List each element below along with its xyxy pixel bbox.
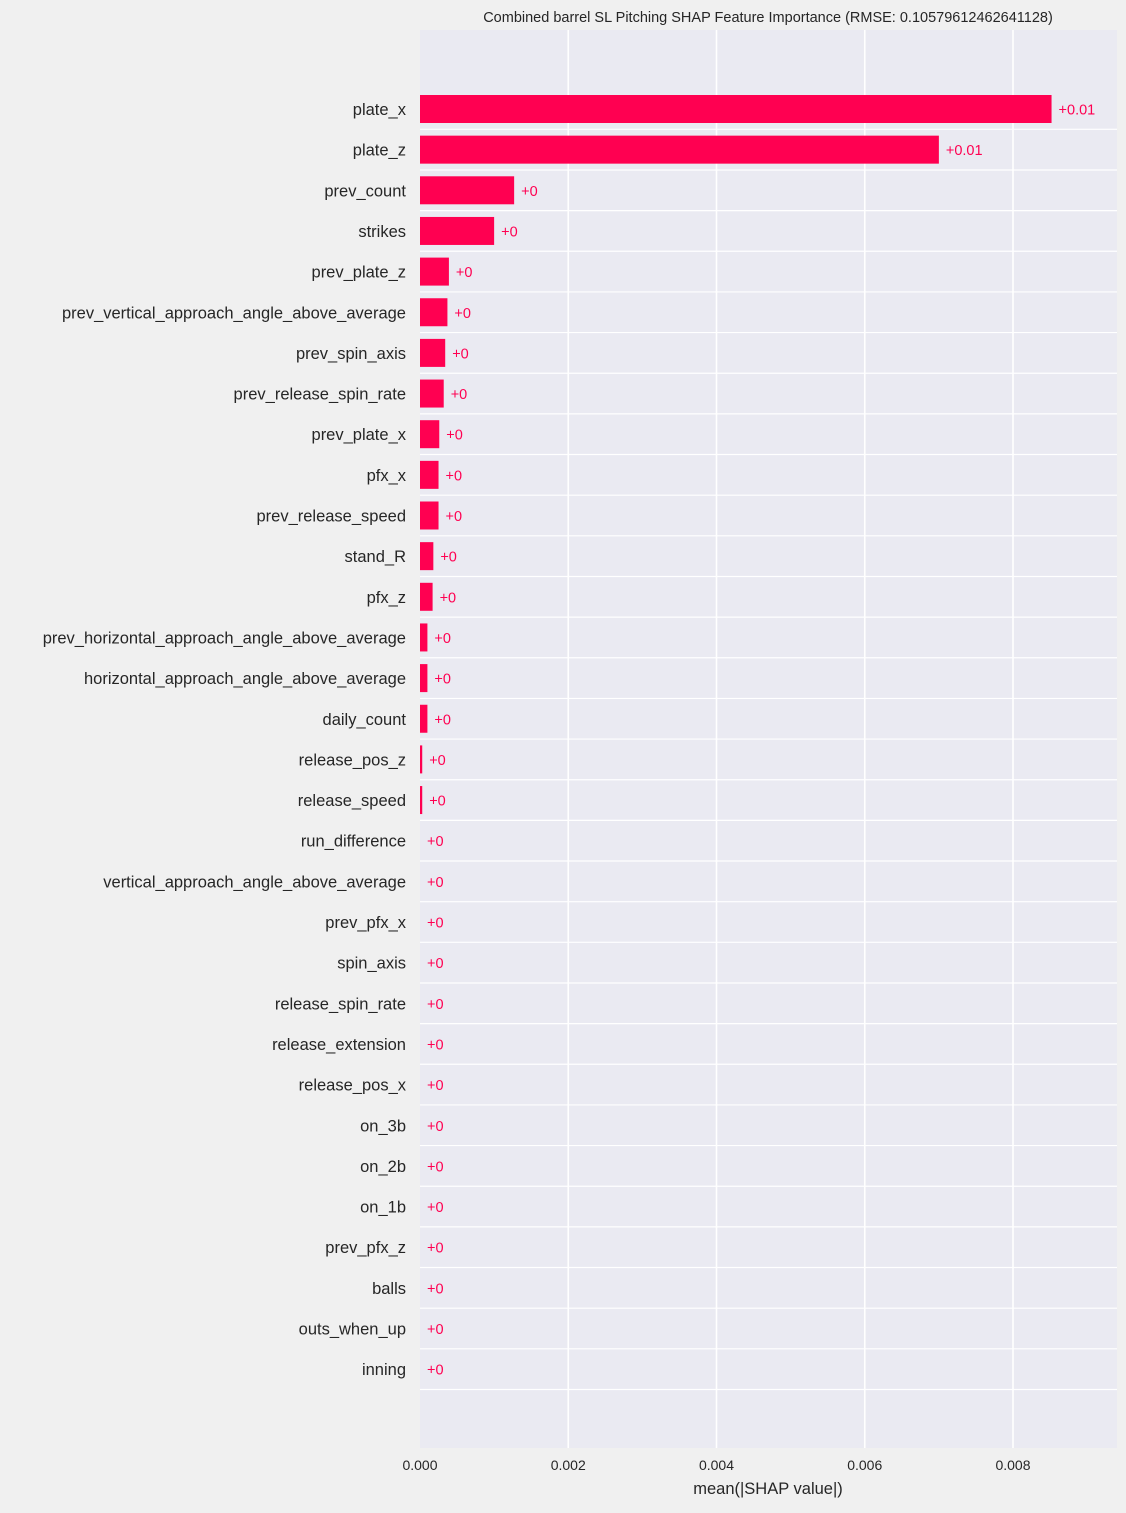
bar-prev_plate_z (420, 257, 449, 286)
value-label: +0 (427, 956, 444, 972)
bar-stand_R (420, 542, 434, 571)
value-label: +0 (429, 753, 446, 769)
value-label: +0 (434, 631, 451, 647)
y-tick-label: run_difference (301, 833, 406, 851)
y-tick-label: release_pos_x (299, 1077, 407, 1095)
label-layer: plate_x +0.01 plate_z +0.01 prev_count +0 stri… (43, 101, 1096, 1379)
value-label: +0 (456, 265, 473, 281)
x-tick-label: 0.006 (847, 1457, 882, 1473)
value-label: +0 (427, 1363, 444, 1379)
bar-prev_count (420, 176, 515, 205)
y-tick-label: release_pos_z (299, 751, 406, 769)
value-label: +0 (446, 509, 463, 525)
value-label: +0.01 (946, 143, 983, 159)
y-tick-label: stand_R (345, 548, 407, 566)
value-label: +0 (427, 916, 444, 932)
y-tick-label: balls (372, 1280, 406, 1298)
x-tick-label: 0.000 (402, 1457, 437, 1473)
y-tick-label: vertical_approach_angle_above_average (103, 873, 406, 891)
value-label: +0 (446, 468, 463, 484)
bar-pfx_z (420, 582, 433, 611)
y-tick-label: pfx_x (367, 467, 407, 485)
y-tick-label: daily_count (323, 711, 407, 729)
y-tick-label: on_1b (360, 1199, 406, 1217)
y-tick-label: prev_release_speed (256, 508, 406, 526)
y-tick-label: plate_z (353, 142, 406, 160)
y-tick-label: prev_plate_z (312, 264, 406, 282)
tick-layer: 0.000 0.002 0.004 0.006 0.008 (402, 1457, 1030, 1473)
y-tick-label: prev_spin_axis (296, 345, 406, 363)
bar-strikes (420, 216, 495, 245)
value-label: +0 (427, 1322, 444, 1338)
x-tick-label: 0.008 (995, 1457, 1030, 1473)
y-tick-label: outs_when_up (299, 1321, 406, 1339)
value-label: +0 (427, 834, 444, 850)
bar-pfx_x (420, 460, 439, 489)
y-tick-label: prev_release_spin_rate (234, 386, 406, 404)
bar-prev_release_spin_rate (420, 379, 444, 408)
value-label: +0 (427, 1078, 444, 1094)
value-label: +0 (440, 550, 457, 566)
chart-title: Combined barrel SL Pitching SHAP Feature… (483, 10, 1053, 26)
value-label: +0 (434, 712, 451, 728)
y-tick-label: prev_pfx_x (325, 914, 406, 932)
x-axis-label: mean(|SHAP value|) (693, 1480, 843, 1498)
value-label: +0 (440, 590, 457, 606)
bar-layer (420, 95, 1052, 815)
bar-plate_z (420, 135, 939, 164)
y-tick-label: release_speed (298, 792, 406, 810)
y-tick-label: prev_pfx_z (325, 1239, 406, 1257)
bar-horizontal_approach_angle_above_average (420, 664, 428, 693)
bar-release_speed (420, 786, 423, 815)
bar-prev_release_speed (420, 501, 439, 530)
value-label: +0 (521, 184, 538, 200)
y-tick-label: on_2b (360, 1158, 406, 1176)
bar-daily_count (420, 704, 428, 733)
y-tick-label: plate_x (353, 101, 407, 119)
grid-layer (420, 30, 1117, 1448)
value-label: +0.01 (1059, 103, 1096, 119)
bar-prev_horizontal_approach_angle_above_average (420, 623, 428, 652)
value-label: +0 (451, 387, 468, 403)
bar-prev_plate_x (420, 420, 440, 449)
value-label: +0 (446, 428, 463, 444)
y-tick-label: horizontal_approach_angle_above_average (84, 670, 406, 688)
y-tick-label: spin_axis (337, 955, 406, 973)
y-tick-label: prev_plate_x (312, 426, 407, 444)
bar-release_pos_z (420, 745, 423, 774)
value-label: +0 (429, 794, 446, 810)
bar-plate_x (420, 95, 1052, 123)
value-label: +0 (427, 1119, 444, 1135)
value-label: +0 (454, 306, 471, 322)
y-tick-label: prev_horizontal_approach_angle_above_ave… (43, 629, 406, 647)
bar-prev_spin_axis (420, 338, 446, 367)
y-tick-label: release_extension (272, 1036, 406, 1054)
value-label: +0 (434, 672, 451, 688)
value-label: +0 (452, 346, 469, 362)
value-label: +0 (427, 875, 444, 891)
value-label: +0 (427, 1281, 444, 1297)
value-label: +0 (427, 1159, 444, 1175)
y-tick-label: prev_count (324, 182, 406, 200)
value-label: +0 (427, 1200, 444, 1216)
value-label: +0 (427, 1037, 444, 1053)
y-tick-label: release_spin_rate (275, 995, 406, 1013)
bar-prev_vertical_approach_angle_above_average (420, 298, 448, 327)
value-label: +0 (501, 224, 518, 240)
y-tick-label: on_3b (360, 1117, 406, 1135)
x-tick-label: 0.002 (551, 1457, 586, 1473)
y-tick-label: inning (362, 1361, 406, 1379)
value-label: +0 (427, 997, 444, 1013)
y-tick-label: prev_vertical_approach_angle_above_avera… (62, 304, 406, 322)
y-tick-label: strikes (358, 223, 406, 241)
y-tick-label: pfx_z (367, 589, 406, 607)
x-tick-label: 0.004 (699, 1457, 734, 1473)
value-label: +0 (427, 1241, 444, 1257)
